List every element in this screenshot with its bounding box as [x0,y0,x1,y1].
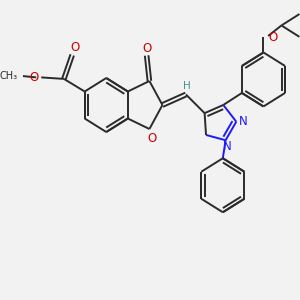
Text: N: N [239,115,248,128]
Text: O: O [30,71,39,84]
Text: O: O [70,41,80,54]
Text: CH₃: CH₃ [0,71,17,81]
Text: O: O [268,31,278,44]
Text: O: O [142,42,151,56]
Text: N: N [223,140,231,153]
Text: O: O [148,131,157,145]
Text: H: H [184,81,191,91]
